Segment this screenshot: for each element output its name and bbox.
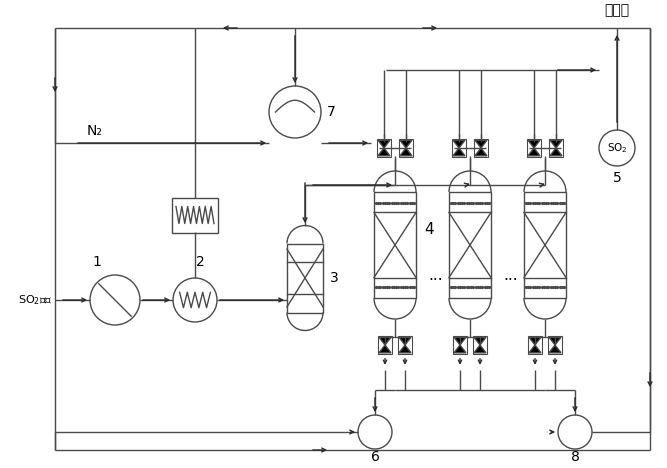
Text: 5: 5	[612, 171, 622, 185]
Text: 4: 4	[424, 222, 434, 237]
Polygon shape	[474, 337, 486, 345]
Text: 净化气: 净化气	[604, 3, 630, 17]
Bar	[528, 336, 542, 354]
Bar	[548, 336, 562, 354]
Polygon shape	[453, 148, 465, 156]
Bar	[378, 336, 392, 354]
Bar	[527, 139, 541, 157]
Text: N₂: N₂	[87, 124, 103, 138]
Polygon shape	[475, 148, 487, 156]
Polygon shape	[549, 337, 561, 345]
Polygon shape	[474, 345, 486, 353]
Bar	[374, 192, 416, 298]
Polygon shape	[379, 345, 391, 353]
Bar	[399, 139, 413, 157]
Polygon shape	[379, 337, 391, 345]
Polygon shape	[454, 345, 466, 353]
Text: 8: 8	[570, 450, 580, 464]
Bar	[377, 139, 391, 157]
Bar	[449, 192, 491, 298]
Bar	[287, 243, 323, 313]
Text: 6: 6	[371, 450, 380, 464]
Bar	[474, 139, 488, 157]
Bar	[473, 336, 487, 354]
Bar	[172, 197, 218, 233]
Polygon shape	[378, 140, 390, 148]
Text: 1: 1	[93, 255, 101, 269]
Polygon shape	[550, 140, 562, 148]
Polygon shape	[550, 148, 562, 156]
Bar	[524, 192, 566, 298]
Text: 3: 3	[330, 271, 339, 285]
Text: 7: 7	[327, 105, 336, 119]
Bar	[398, 336, 412, 354]
Polygon shape	[400, 148, 412, 156]
Polygon shape	[529, 337, 541, 345]
Bar	[549, 139, 563, 157]
Polygon shape	[528, 148, 540, 156]
Polygon shape	[399, 337, 411, 345]
Text: SO$_2$烟气: SO$_2$烟气	[19, 293, 53, 307]
Polygon shape	[399, 345, 411, 353]
Polygon shape	[378, 148, 390, 156]
Polygon shape	[453, 140, 465, 148]
Polygon shape	[549, 345, 561, 353]
Text: SO$_2$: SO$_2$	[607, 141, 628, 155]
Text: 2: 2	[195, 255, 204, 269]
Bar	[453, 336, 467, 354]
Polygon shape	[528, 140, 540, 148]
Polygon shape	[529, 345, 541, 353]
Polygon shape	[475, 140, 487, 148]
Polygon shape	[454, 337, 466, 345]
Polygon shape	[400, 140, 412, 148]
Text: ...: ...	[503, 268, 518, 283]
Bar	[452, 139, 466, 157]
Text: ...: ...	[428, 268, 443, 283]
